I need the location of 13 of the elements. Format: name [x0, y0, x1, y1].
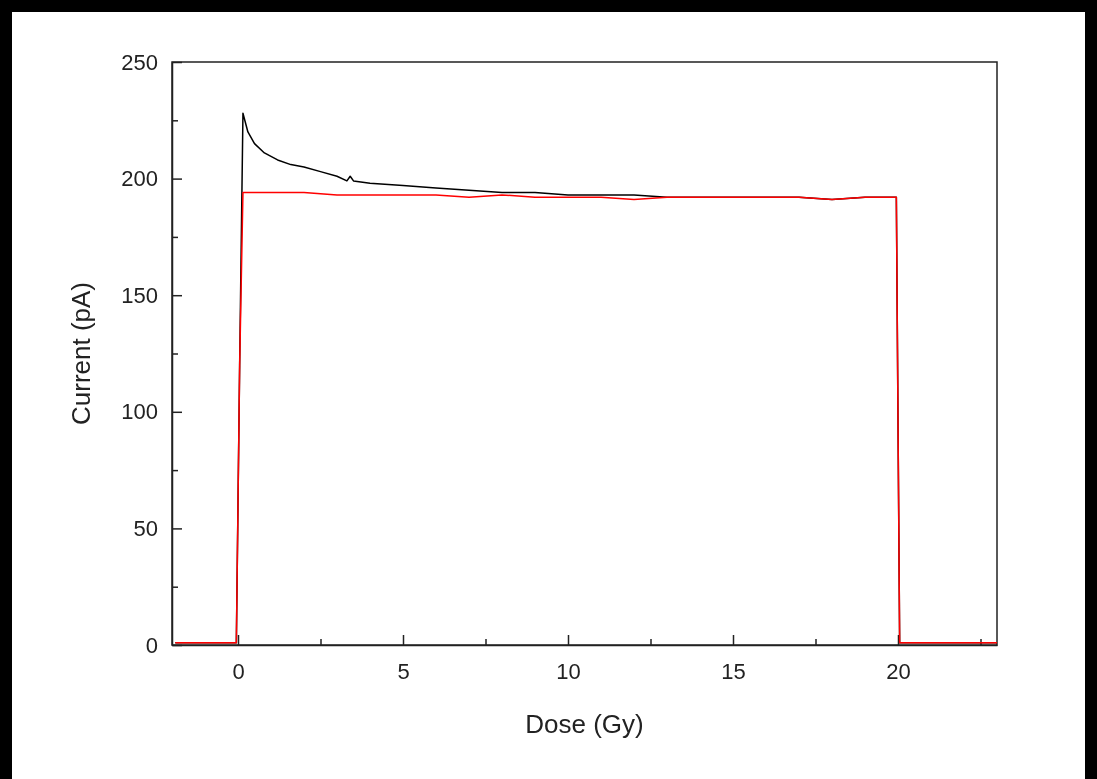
- y-tick-label: 250: [121, 49, 158, 75]
- y-tick-label: 0: [145, 632, 158, 658]
- y-axis-title: Current (pA): [66, 281, 96, 426]
- x-tick-label: 15: [721, 658, 746, 684]
- y-tick-label: 200: [121, 166, 158, 192]
- y-tick-label: 100: [121, 399, 158, 425]
- x-tick-label: 0: [232, 658, 245, 684]
- x-tick-label: 5: [397, 658, 410, 684]
- x-axis-title: Dose (Gy): [525, 709, 644, 739]
- y-tick-label: 150: [121, 282, 158, 308]
- y-tick-label: 50: [133, 515, 158, 541]
- x-tick-label: 10: [556, 658, 581, 684]
- x-tick-label: 20: [886, 658, 911, 684]
